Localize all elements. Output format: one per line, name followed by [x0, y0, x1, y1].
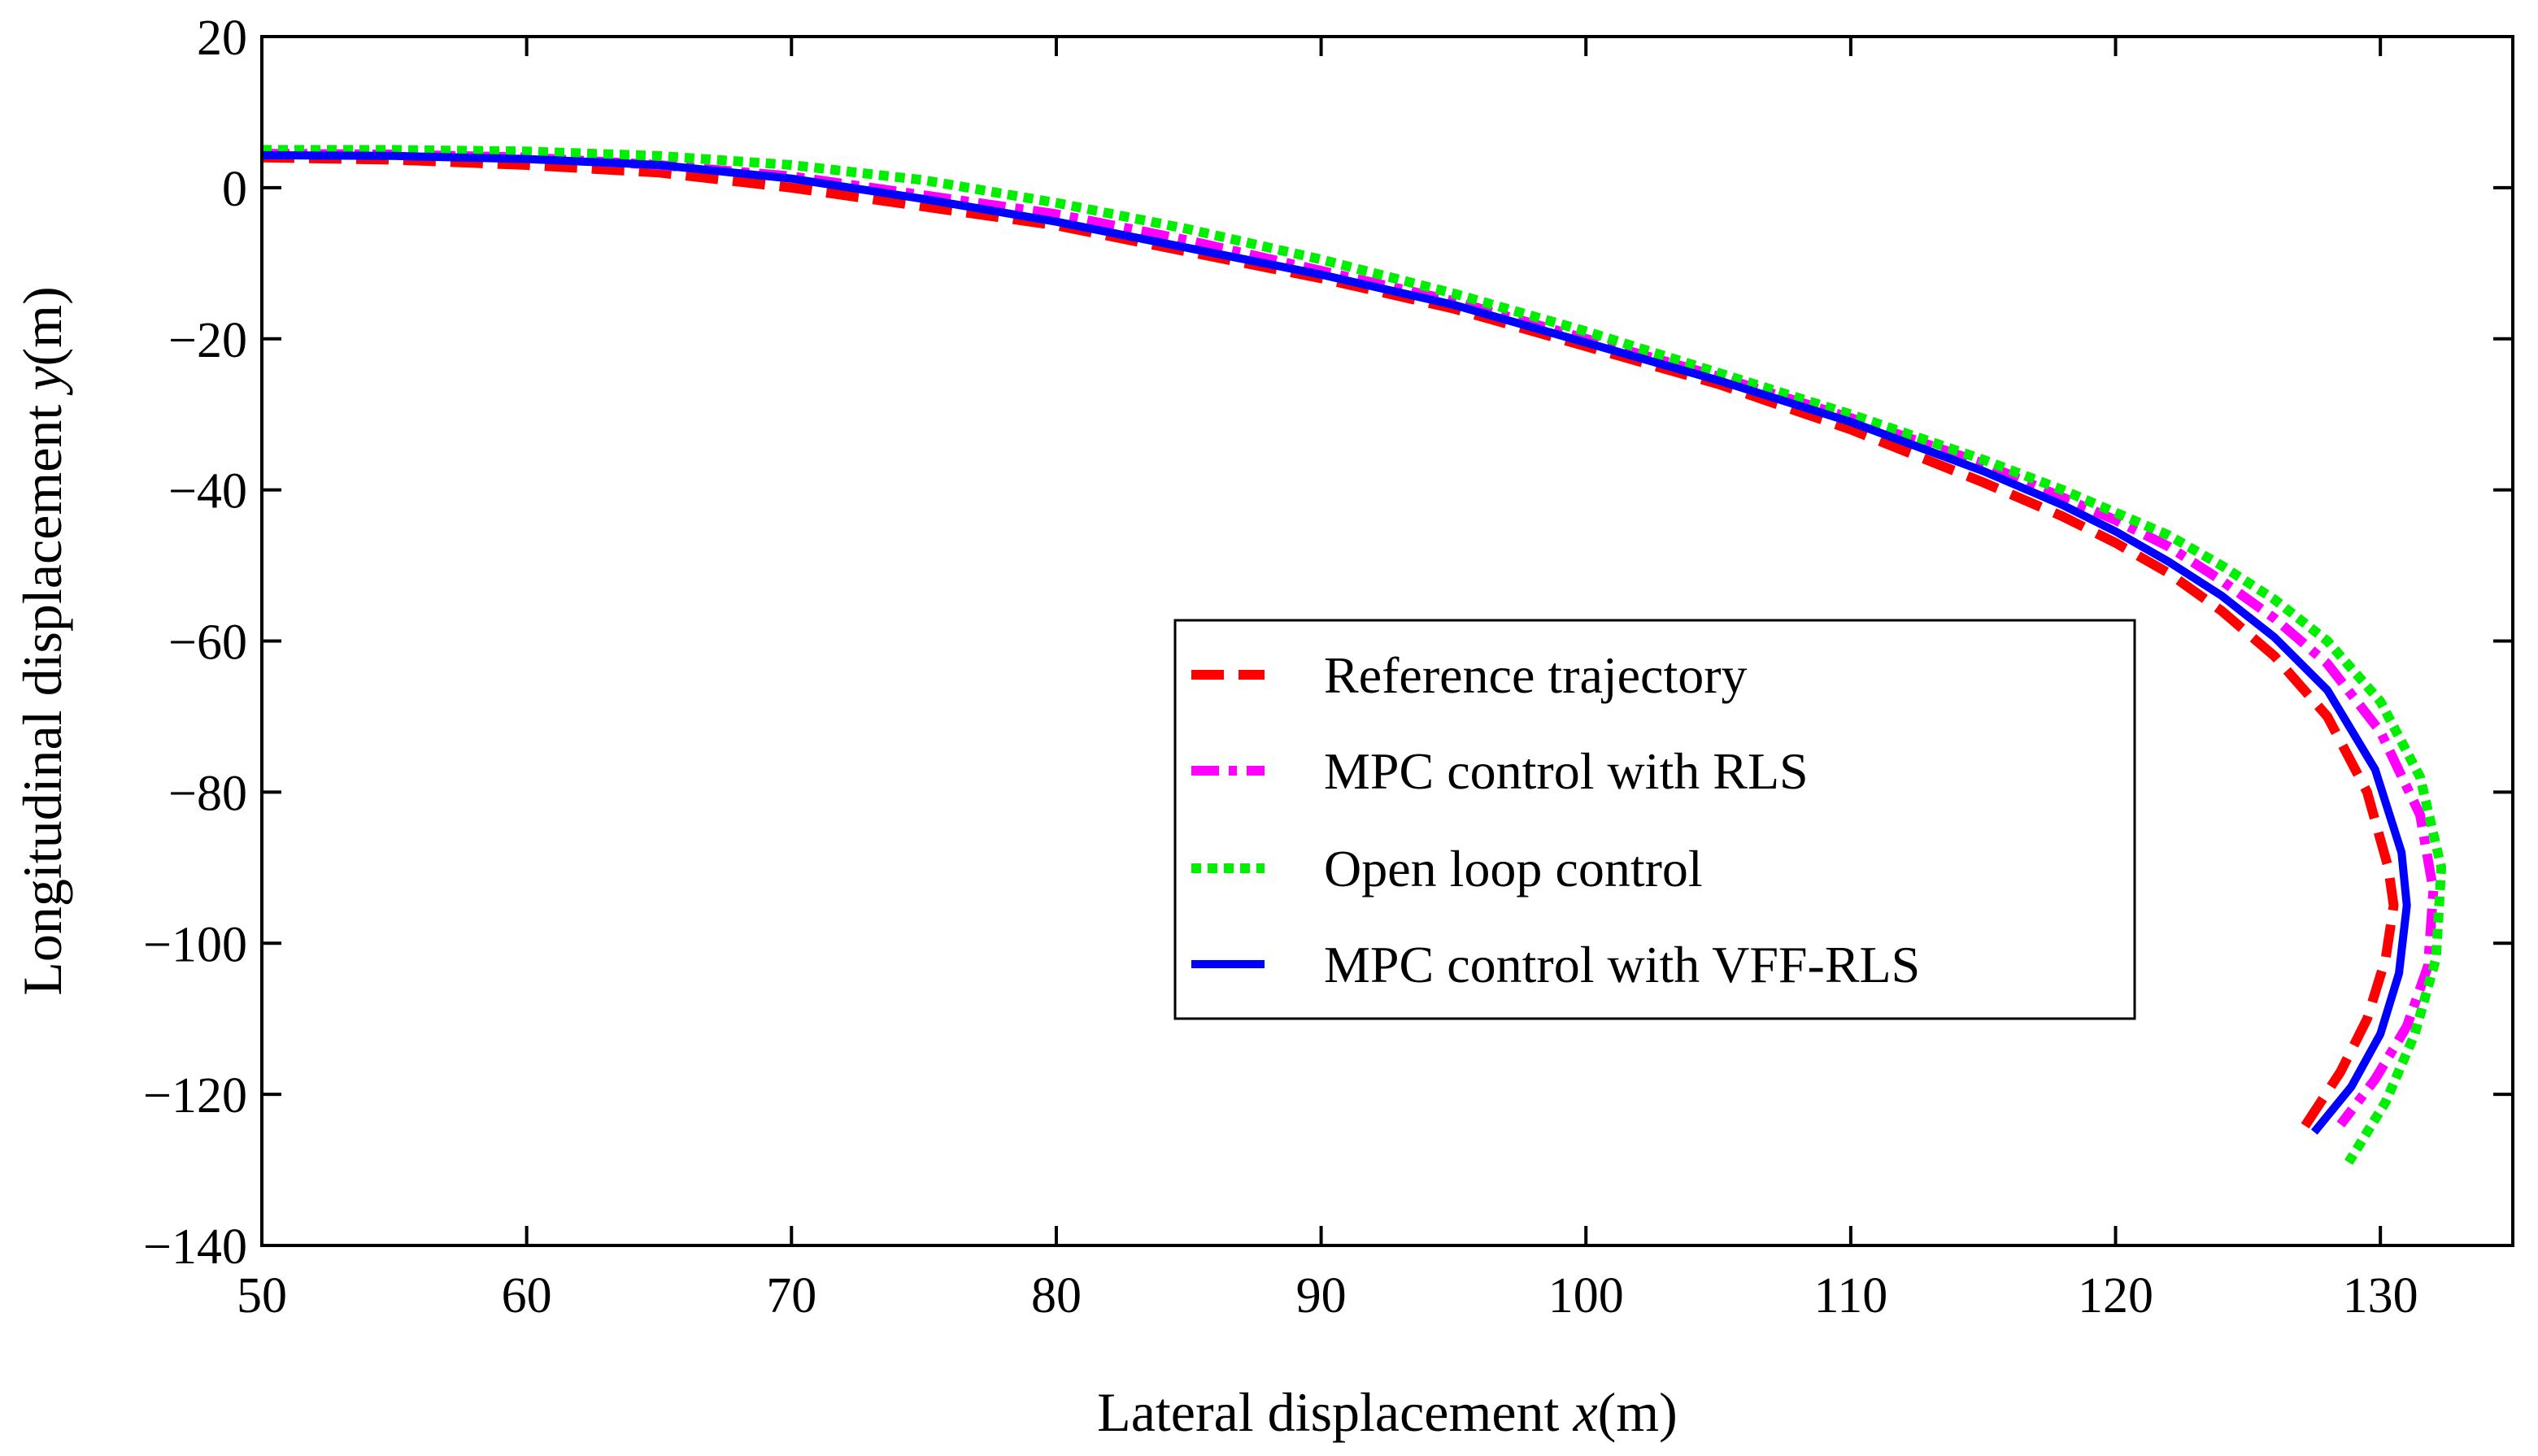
- legend-box: [1173, 619, 2136, 1020]
- y-tick-label: −60: [168, 615, 247, 671]
- x-axis-label-var: x: [1572, 1381, 1597, 1443]
- x-tick-label: 110: [1814, 1268, 1888, 1323]
- x-tick-label: 70: [766, 1268, 816, 1323]
- y-tick-label: 0: [222, 162, 247, 217]
- x-tick-label: 130: [2343, 1268, 2418, 1323]
- x-tick-label: 100: [1548, 1268, 1624, 1323]
- y-tick-label: −20: [168, 313, 247, 368]
- plot-series-group: [261, 145, 2447, 1165]
- x-axis-label-prefix: Lateral displacement: [1097, 1381, 1573, 1443]
- y-tick-label: 20: [197, 11, 247, 66]
- series-reference-trajectory: [261, 152, 2399, 1135]
- legend-label-mpc-rls: MPC control with RLS: [1324, 742, 1809, 800]
- x-tick-label: 80: [1031, 1268, 1082, 1323]
- x-tick-label: 60: [502, 1268, 552, 1323]
- y-tick-label: −80: [168, 766, 247, 821]
- legend-label-reference: Reference trajectory: [1324, 646, 1748, 704]
- y-axis-label-unit: (m): [11, 286, 73, 366]
- series-open-loop: [262, 145, 2447, 1165]
- y-axis-label-prefix: Longitudinal displacement: [11, 391, 73, 996]
- y-tick-label: −140: [143, 1219, 247, 1275]
- legend-label-open-loop: Open loop control: [1324, 840, 1703, 898]
- y-tick-label: −40: [168, 464, 247, 519]
- y-axis-label: Longitudinal displacement y(m): [11, 286, 73, 995]
- x-tick-label: 50: [237, 1268, 287, 1323]
- axis-ticks: 50 60 70 80 90 100 110 120 130 20 0 −20 −40 −60 −80 −10…: [143, 11, 2513, 1323]
- legend-label-mpc-vff-rls: MPC control with VFF-RLS: [1324, 936, 1920, 993]
- legend: Reference trajectory MPC control with RL…: [1173, 619, 2136, 1020]
- x-tick-label: 90: [1296, 1268, 1347, 1323]
- x-tick-label: 120: [2078, 1268, 2153, 1323]
- x-axis-label: Lateral displacement x(m): [1097, 1381, 1678, 1443]
- y-tick-label: −100: [143, 917, 247, 972]
- series-mpc-vff-rls: [261, 150, 2411, 1135]
- x-axis-label-unit: (m): [1598, 1381, 1678, 1443]
- y-tick-label: −120: [143, 1068, 247, 1124]
- y-axis-label-var: y: [11, 366, 73, 396]
